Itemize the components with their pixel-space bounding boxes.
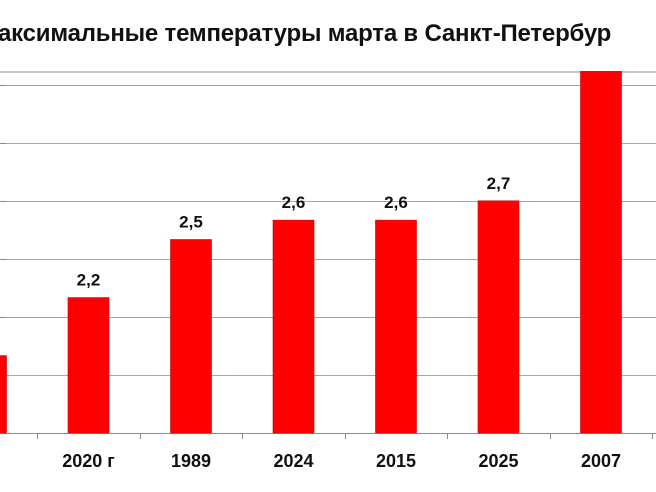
data-label: 2,2 (77, 271, 101, 290)
category-label: 2015 (376, 451, 416, 471)
data-label: 2,5 (179, 213, 203, 232)
category-label: 1989 (171, 451, 211, 471)
bar (375, 219, 417, 434)
bar (477, 200, 520, 434)
data-label: 2,6 (282, 193, 306, 212)
category-label: 2020 г (62, 451, 115, 471)
bar (170, 239, 212, 434)
data-label: 2,6 (384, 193, 408, 212)
bar (580, 71, 622, 434)
data-label: 2,7 (487, 174, 511, 193)
bar (0, 355, 7, 434)
chart-title: аксимальные температуры марта в Санкт-Пе… (0, 20, 612, 47)
bar (67, 297, 110, 434)
category-label: 2024 (273, 451, 313, 471)
bar (272, 219, 315, 434)
category-label: 2007 (581, 451, 621, 471)
category-label: 2025 (478, 451, 518, 471)
